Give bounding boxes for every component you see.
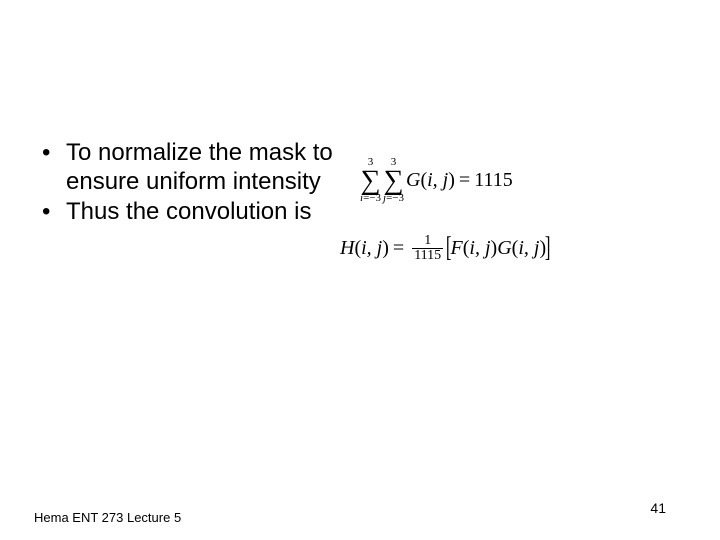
list-item: • Thus the convolution is bbox=[40, 197, 340, 226]
frac-numerator: 1 bbox=[422, 234, 433, 248]
bracket-icon: [ bbox=[446, 237, 452, 259]
lhs-func: H bbox=[340, 237, 354, 260]
slide: • To normalize the mask to ensure unifor… bbox=[0, 0, 720, 540]
bullet-column: • To normalize the mask to ensure unifor… bbox=[40, 138, 340, 293]
inner-func: G bbox=[497, 237, 511, 260]
page-number: 41 bbox=[650, 500, 666, 516]
frac-denominator: 1115 bbox=[412, 249, 443, 263]
result-value: 1115 bbox=[474, 169, 513, 192]
bullet-text: To normalize the mask to ensure uniform … bbox=[66, 138, 340, 197]
equals: = bbox=[459, 169, 470, 192]
formula-convolution: H(i, j) = 1 1115 [ F(i, j)G(i, j) ] bbox=[340, 234, 680, 263]
sigma-icon: 3 ∑ j=−3 bbox=[383, 157, 404, 204]
bullet-icon: • bbox=[40, 197, 66, 226]
bullet-text: Thus the convolution is bbox=[66, 197, 340, 226]
fraction: 1 1115 bbox=[412, 234, 443, 263]
equals: = bbox=[393, 237, 404, 260]
inner-func: F bbox=[451, 237, 463, 260]
content-area: • To normalize the mask to ensure unifor… bbox=[40, 138, 680, 293]
func-args: i, j bbox=[427, 169, 448, 192]
formula-column: 3 ∑ i=−3 3 ∑ j=−3 G(i, j) = 1115 H bbox=[340, 138, 680, 293]
bullet-icon: • bbox=[40, 138, 66, 197]
footer-source: Hema ENT 273 Lecture 5 bbox=[34, 510, 181, 526]
func-name: G bbox=[406, 169, 420, 192]
list-item: • To normalize the mask to ensure unifor… bbox=[40, 138, 340, 197]
sigma-icon: 3 ∑ i=−3 bbox=[360, 157, 381, 204]
formula-sum: 3 ∑ i=−3 3 ∑ j=−3 G(i, j) = 1115 bbox=[360, 152, 680, 204]
bullet-list: • To normalize the mask to ensure unifor… bbox=[40, 138, 340, 226]
lhs-args: i, j bbox=[361, 237, 382, 260]
bracket-icon: ] bbox=[545, 237, 551, 259]
